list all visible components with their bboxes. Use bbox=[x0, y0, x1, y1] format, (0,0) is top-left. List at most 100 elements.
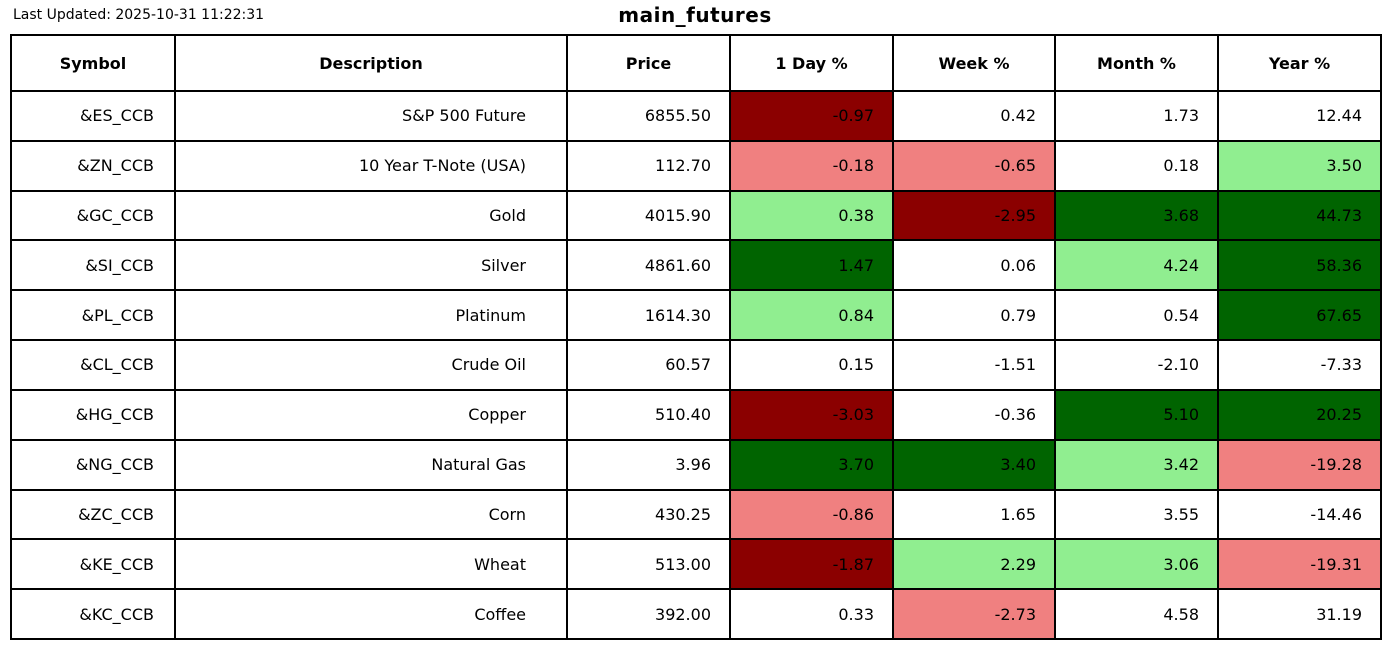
cell-symbol: &SI_CCB bbox=[10, 239, 176, 292]
cell-month: 3.42 bbox=[1054, 438, 1219, 491]
cell-year: -19.31 bbox=[1217, 538, 1382, 591]
cell-week: 1.65 bbox=[892, 488, 1056, 541]
cell-week: 0.06 bbox=[892, 239, 1056, 292]
cell-month: 1.73 bbox=[1054, 90, 1219, 142]
cell-month: 3.55 bbox=[1054, 488, 1219, 541]
cell-day: -0.18 bbox=[729, 139, 894, 192]
cell-month: 4.58 bbox=[1054, 588, 1219, 640]
cell-description: Copper bbox=[174, 388, 568, 441]
cell-day: 0.15 bbox=[729, 339, 894, 391]
table-row: &SI_CCB Silver 4861.60 1.47 0.06 4.24 58.36 bbox=[10, 239, 1382, 292]
cell-month: 0.18 bbox=[1054, 139, 1219, 192]
cell-month: 3.06 bbox=[1054, 538, 1219, 591]
cell-week: 2.29 bbox=[892, 538, 1056, 591]
cell-symbol: &HG_CCB bbox=[10, 388, 176, 441]
page-title: main_futures bbox=[618, 3, 772, 27]
cell-price: 4015.90 bbox=[566, 189, 731, 242]
cell-price: 430.25 bbox=[566, 488, 731, 541]
cell-price: 112.70 bbox=[566, 139, 731, 192]
cell-price: 513.00 bbox=[566, 538, 731, 591]
cell-price: 4861.60 bbox=[566, 239, 731, 292]
cell-year: 12.44 bbox=[1217, 90, 1382, 142]
cell-symbol: &PL_CCB bbox=[10, 289, 176, 342]
cell-week: 3.40 bbox=[892, 438, 1056, 491]
cell-day: -1.87 bbox=[729, 538, 894, 591]
cell-day: 0.84 bbox=[729, 289, 894, 342]
cell-symbol: &GC_CCB bbox=[10, 189, 176, 242]
column-header-year: Year % bbox=[1217, 34, 1382, 92]
column-header-description: Description bbox=[174, 34, 568, 92]
cell-symbol: &CL_CCB bbox=[10, 339, 176, 391]
cell-month: 3.68 bbox=[1054, 189, 1219, 242]
cell-month: 4.24 bbox=[1054, 239, 1219, 292]
cell-description: Corn bbox=[174, 488, 568, 541]
cell-description: Crude Oil bbox=[174, 339, 568, 391]
cell-symbol: &NG_CCB bbox=[10, 438, 176, 491]
cell-month: -2.10 bbox=[1054, 339, 1219, 391]
cell-year: 3.50 bbox=[1217, 139, 1382, 192]
cell-description: Gold bbox=[174, 189, 568, 242]
cell-year: 20.25 bbox=[1217, 388, 1382, 441]
cell-day: 3.70 bbox=[729, 438, 894, 491]
table-row: &KE_CCB Wheat 513.00 -1.87 2.29 3.06 -19.31 bbox=[10, 538, 1382, 591]
cell-symbol: &KE_CCB bbox=[10, 538, 176, 591]
cell-description: Wheat bbox=[174, 538, 568, 591]
cell-day: 0.38 bbox=[729, 189, 894, 242]
cell-week: -2.73 bbox=[892, 588, 1056, 640]
cell-year: 31.19 bbox=[1217, 588, 1382, 640]
table-row: &ZC_CCB Corn 430.25 -0.86 1.65 3.55 -14.46 bbox=[10, 488, 1382, 541]
cell-month: 5.10 bbox=[1054, 388, 1219, 441]
cell-week: -0.65 bbox=[892, 139, 1056, 192]
cell-symbol: &KC_CCB bbox=[10, 588, 176, 640]
cell-price: 6855.50 bbox=[566, 90, 731, 142]
table-row: &PL_CCB Platinum 1614.30 0.84 0.79 0.54 67.65 bbox=[10, 289, 1382, 342]
cell-description: Platinum bbox=[174, 289, 568, 342]
table-header: Symbol Description Price 1 Day % Week % … bbox=[10, 34, 1382, 92]
column-header-day: 1 Day % bbox=[729, 34, 894, 92]
cell-price: 510.40 bbox=[566, 388, 731, 441]
column-header-week: Week % bbox=[892, 34, 1056, 92]
cell-description: Coffee bbox=[174, 588, 568, 640]
cell-day: 1.47 bbox=[729, 239, 894, 292]
table-row: &CL_CCB Crude Oil 60.57 0.15 -1.51 -2.10 -7.33 bbox=[10, 339, 1382, 391]
cell-price: 1614.30 bbox=[566, 289, 731, 342]
cell-price: 392.00 bbox=[566, 588, 731, 640]
table-row: &NG_CCB Natural Gas 3.96 3.70 3.40 3.42 -19.28 bbox=[10, 438, 1382, 491]
cell-day: 0.33 bbox=[729, 588, 894, 640]
cell-price: 60.57 bbox=[566, 339, 731, 391]
futures-table-body: &ES_CCB S&P 500 Future 6855.50 -0.97 0.42 1.7… bbox=[10, 90, 1382, 640]
cell-year: 58.36 bbox=[1217, 239, 1382, 292]
cell-symbol: &ES_CCB bbox=[10, 90, 176, 142]
header-row: Symbol Description Price 1 Day % Week % … bbox=[10, 34, 1382, 92]
cell-year: -14.46 bbox=[1217, 488, 1382, 541]
table-row: &ZN_CCB 10 Year T-Note (USA) 112.70 -0.18 -0… bbox=[10, 139, 1382, 192]
cell-year: -19.28 bbox=[1217, 438, 1382, 491]
cell-week: 0.42 bbox=[892, 90, 1056, 142]
cell-week: 0.79 bbox=[892, 289, 1056, 342]
cell-description: 10 Year T-Note (USA) bbox=[174, 139, 568, 192]
cell-year: -7.33 bbox=[1217, 339, 1382, 391]
cell-year: 67.65 bbox=[1217, 289, 1382, 342]
column-header-month: Month % bbox=[1054, 34, 1219, 92]
column-header-price: Price bbox=[566, 34, 731, 92]
cell-day: -3.03 bbox=[729, 388, 894, 441]
table-row: &HG_CCB Copper 510.40 -3.03 -0.36 5.10 20.25 bbox=[10, 388, 1382, 441]
cell-month: 0.54 bbox=[1054, 289, 1219, 342]
cell-description: Natural Gas bbox=[174, 438, 568, 491]
cell-week: -0.36 bbox=[892, 388, 1056, 441]
cell-symbol: &ZC_CCB bbox=[10, 488, 176, 541]
cell-day: -0.86 bbox=[729, 488, 894, 541]
table-row: &ES_CCB S&P 500 Future 6855.50 -0.97 0.42 1.7… bbox=[10, 90, 1382, 142]
cell-week: -2.95 bbox=[892, 189, 1056, 242]
cell-price: 3.96 bbox=[566, 438, 731, 491]
cell-description: Silver bbox=[174, 239, 568, 292]
column-header-symbol: Symbol bbox=[10, 34, 176, 92]
futures-table: Symbol Description Price 1 Day % Week % … bbox=[10, 34, 1382, 640]
last-updated-label: Last Updated: 2025-10-31 11:22:31 bbox=[13, 7, 265, 23]
table-row: &GC_CCB Gold 4015.90 0.38 -2.95 3.68 44.73 bbox=[10, 189, 1382, 242]
cell-day: -0.97 bbox=[729, 90, 894, 142]
cell-description: S&P 500 Future bbox=[174, 90, 568, 142]
cell-symbol: &ZN_CCB bbox=[10, 139, 176, 192]
table-row: &KC_CCB Coffee 392.00 0.33 -2.73 4.58 31.19 bbox=[10, 588, 1382, 640]
cell-week: -1.51 bbox=[892, 339, 1056, 391]
